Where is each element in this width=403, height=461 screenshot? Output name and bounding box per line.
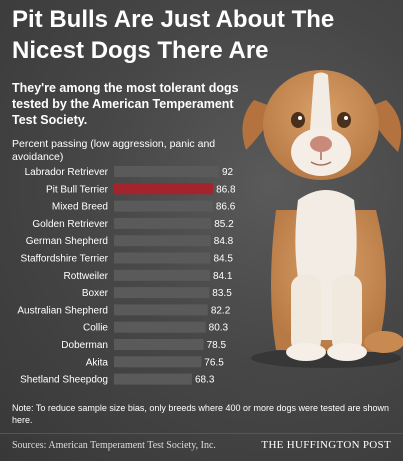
bar	[114, 200, 213, 212]
bar	[114, 339, 204, 350]
value-label: 68.3	[195, 375, 215, 386]
category-label: German Shepherd	[26, 236, 108, 247]
bar-highlight	[114, 183, 214, 195]
category-label: Pit Bull Terrier	[46, 184, 109, 195]
bar	[114, 166, 219, 177]
value-label: 78.5	[207, 340, 227, 351]
category-label: Labrador Retriever	[25, 167, 109, 178]
bar	[114, 321, 206, 333]
value-label: 84.5	[213, 254, 233, 265]
category-label: Staffordshire Terrier	[21, 254, 109, 265]
category-label: Rottweiler	[64, 271, 109, 282]
value-label: 86.6	[216, 202, 236, 213]
category-label: Mixed Breed	[52, 202, 108, 213]
bar	[114, 217, 212, 229]
bar	[114, 356, 202, 368]
category-label: Collie	[83, 323, 108, 334]
category-label: Australian Shepherd	[17, 305, 108, 316]
category-label: Golden Retriever	[32, 219, 108, 230]
source-credit: Sources: American Temperament Test Socie…	[12, 440, 216, 451]
value-label: 86.8	[216, 184, 236, 195]
page-title: Pit Bulls Are Just About The Nicest Dogs…	[12, 6, 335, 64]
divider	[0, 433, 403, 434]
bar	[114, 252, 211, 264]
value-label: 85.2	[214, 219, 234, 230]
category-label: Shetland Sheepdog	[20, 375, 108, 386]
footnote: Note: To reduce sample size bias, only b…	[12, 403, 390, 425]
bar	[114, 235, 211, 247]
value-label: 76.5	[204, 357, 224, 368]
category-label: Boxer	[82, 288, 109, 299]
value-label: 82.2	[211, 305, 231, 316]
category-label: Doberman	[61, 340, 108, 351]
value-label: 80.3	[209, 323, 229, 334]
bar	[114, 287, 210, 299]
bar	[114, 269, 210, 281]
value-label: 84.8	[214, 236, 234, 247]
brand-logo-text: THE HUFFINGTON POST	[261, 439, 391, 451]
value-label: 83.5	[212, 288, 232, 299]
bar	[114, 373, 192, 385]
category-label: Akita	[86, 357, 109, 368]
bar	[114, 304, 208, 316]
subtitle: They're among the most tolerant dogs tes…	[12, 81, 239, 127]
puppy-photo	[242, 70, 403, 368]
bar-chart: Labrador Retriever 92 Pit Bull Terrier 86.8…	[17, 166, 236, 386]
value-label: 92	[222, 167, 234, 178]
y-axis-label: Percent passing (low aggression, panic a…	[12, 138, 216, 163]
value-label: 84.1	[213, 271, 233, 282]
